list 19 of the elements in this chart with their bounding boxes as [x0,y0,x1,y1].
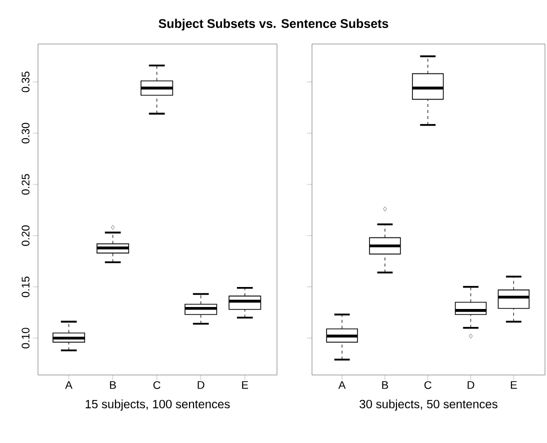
y-tick-label: 0.20 [22,225,30,246]
x-tick-label: C [424,381,432,389]
x-tick-label: B [110,381,116,389]
chart-title: Subject Subsets vs. Sentence Subsets [158,18,388,30]
x-tick-label: E [510,381,517,389]
y-tick-label: 0.10 [22,328,30,348]
x-tick-label: A [338,381,346,389]
y-tick-label: 0.30 [22,122,30,144]
x-axis-title: 15 subjects, 100 sentences [86,400,230,411]
x-tick-label: C [153,381,160,389]
x-tick-label: E [242,381,248,389]
x-axis-title: 30 subjects, 50 sentences [360,400,498,411]
y-tick-label: 0.35 [22,72,30,92]
y-tick-label: 0.25 [22,174,30,195]
x-tick-label: A [65,381,72,389]
x-tick-label: B [382,381,388,389]
x-tick-label: D [468,381,474,389]
x-tick-label: D [198,381,204,389]
y-tick-label: 0.15 [22,276,30,298]
